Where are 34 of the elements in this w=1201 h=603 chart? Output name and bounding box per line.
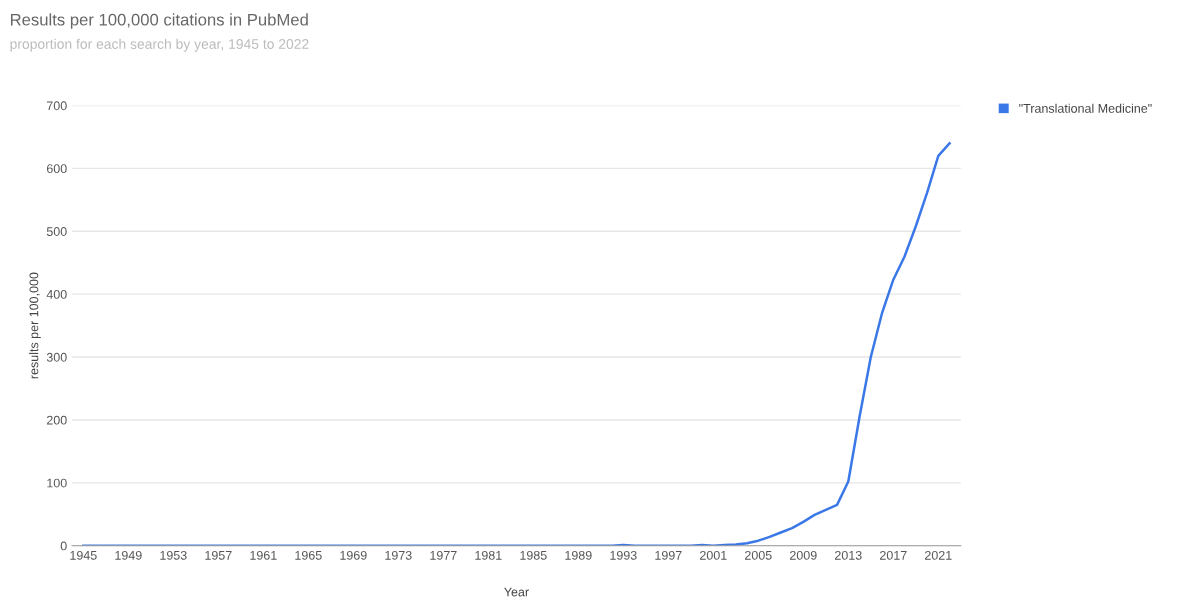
x-tick-label: 1965: [295, 550, 322, 560]
y-tick-label: 500: [46, 227, 67, 236]
x-tick-label: 1985: [520, 550, 547, 560]
x-tick-label: 1945: [70, 550, 97, 560]
x-tick-label: 2021: [925, 550, 952, 560]
y-tick-label: 700: [46, 101, 67, 111]
y-tick-label: 0: [60, 541, 67, 551]
x-tick-label: 2005: [745, 550, 772, 560]
x-tick-label: 1957: [205, 550, 232, 560]
x-tick-label: 1997: [655, 550, 682, 560]
y-tick-label: 200: [46, 415, 67, 425]
legend-label: "Translational Medicine": [1019, 103, 1152, 113]
y-tick-label: 600: [46, 164, 67, 174]
y-tick-label: 400: [46, 289, 67, 299]
x-tick-label: 2013: [835, 550, 862, 560]
x-tick-label: 1949: [115, 550, 142, 560]
x-tick-label: 1981: [475, 550, 502, 560]
x-tick-label: 1993: [610, 550, 637, 560]
x-tick-label: 1977: [430, 550, 457, 560]
y-tick-label: 300: [46, 352, 67, 362]
chart-title: Results per 100,000 citations in PubMed: [10, 13, 308, 29]
x-tick-label: 1961: [250, 550, 277, 560]
x-tick-label: 2001: [700, 550, 727, 560]
x-tick-label: 2009: [790, 550, 817, 560]
x-tick-label: 1973: [385, 550, 412, 560]
x-tick-label: 1989: [565, 550, 592, 560]
x-tick-label: 1953: [160, 550, 187, 560]
x-tick-label: 1969: [340, 550, 367, 560]
y-tick-label: 100: [47, 478, 67, 488]
line-series: [82, 142, 951, 546]
x-axis-title: Year: [504, 587, 529, 597]
y-axis-title: results per 100,000: [29, 272, 41, 379]
chart-subtitle: proportion for each search by year, 1945 to 2022: [10, 38, 309, 52]
x-tick-label: 2017: [880, 550, 907, 560]
